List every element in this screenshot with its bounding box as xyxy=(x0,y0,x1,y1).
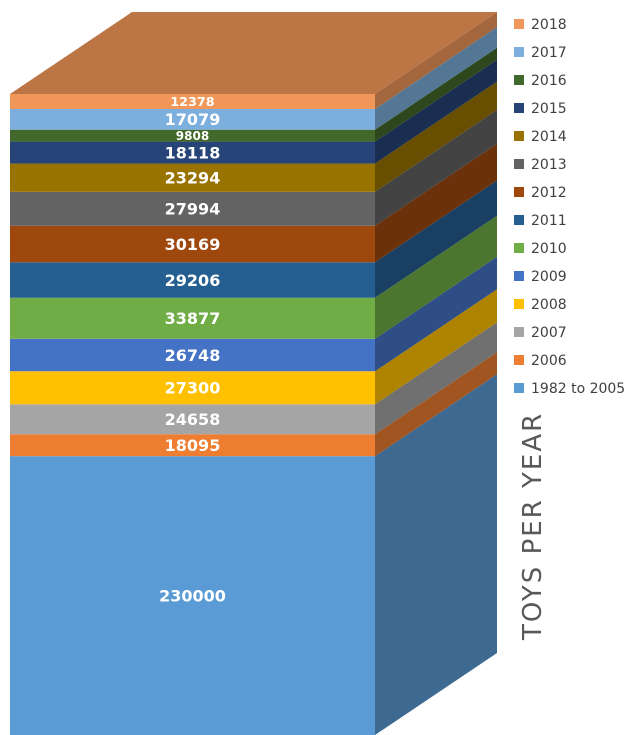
legend-label-2012: 2012 xyxy=(531,185,567,201)
bar-side-2011 xyxy=(375,180,497,298)
bar-segment-2017 xyxy=(10,109,375,130)
legend-swatch-2015 xyxy=(514,103,524,113)
legend-label-2006: 2006 xyxy=(531,353,567,369)
bar-segment-1982-to-2005 xyxy=(10,456,375,735)
data-label-2017: 17079 xyxy=(165,110,221,129)
legend-swatch-2007 xyxy=(514,327,524,337)
bar-top-face xyxy=(10,12,497,94)
data-label-2006: 18095 xyxy=(165,436,221,455)
bar-side-2012 xyxy=(375,143,497,263)
axis-title: TOYS PER YEAR xyxy=(518,412,548,641)
bar-segment-2008 xyxy=(10,371,375,405)
legend-swatch-2018 xyxy=(514,19,524,29)
bar-side-2010 xyxy=(375,215,497,339)
stacked-bar xyxy=(10,12,497,735)
bar-segment-2014 xyxy=(10,163,375,192)
bar-side-2016 xyxy=(375,47,497,142)
data-label-1982-to-2005: 230000 xyxy=(159,586,226,605)
bar-segment-2007 xyxy=(10,404,375,435)
legend-swatch-2017 xyxy=(514,47,524,57)
bar-segment-2011 xyxy=(10,262,375,298)
bar-segment-2006 xyxy=(10,434,375,457)
bar-side-2009 xyxy=(375,256,497,372)
data-label-2010: 33877 xyxy=(165,309,221,328)
data-label-2015: 18118 xyxy=(165,143,221,162)
bar-segment-2013 xyxy=(10,191,375,226)
bar-side-1982-to-2005 xyxy=(375,374,497,735)
legend-swatch-2008 xyxy=(514,299,524,309)
bar-side-2008 xyxy=(375,289,497,405)
legend-swatch-1982-to-2005 xyxy=(514,383,524,393)
bar-side-2014 xyxy=(375,81,497,192)
legend-label-2013: 2013 xyxy=(531,157,567,173)
legend-label-2018: 2018 xyxy=(531,17,567,33)
data-label-2009: 26748 xyxy=(165,346,221,365)
legend-swatch-2013 xyxy=(514,159,524,169)
legend: 1982 to 2005 2006 2007 2008 2009 2010 2011 2012… xyxy=(514,17,625,397)
legend-label-2011: 2011 xyxy=(531,213,567,229)
data-label-2011: 29206 xyxy=(165,271,221,290)
legend-swatch-2009 xyxy=(514,271,524,281)
data-label-2007: 24658 xyxy=(165,410,221,429)
legend-label-2010: 2010 xyxy=(531,241,567,257)
legend-label-2009: 2009 xyxy=(531,269,567,285)
legend-label-2015: 2015 xyxy=(531,101,567,117)
legend-label-2016: 2016 xyxy=(531,73,567,89)
data-labels: 230000 18095 24658 27300 26748 33877 29206 3016… xyxy=(159,95,226,605)
legend-label-1982-to-2005: 1982 to 2005 xyxy=(531,381,625,397)
bar-side-2006 xyxy=(375,352,497,457)
data-label-2012: 30169 xyxy=(165,235,221,254)
legend-label-2008: 2008 xyxy=(531,297,567,313)
bar-side-2013 xyxy=(375,109,497,226)
data-label-2014: 23294 xyxy=(165,168,221,187)
legend-swatch-2012 xyxy=(514,187,524,197)
legend-swatch-2016 xyxy=(514,75,524,85)
data-label-2008: 27300 xyxy=(165,379,221,398)
bar-side-2018 xyxy=(375,12,497,110)
bar-side-2007 xyxy=(375,322,497,435)
data-label-2016: 9808 xyxy=(176,129,209,143)
bar-segment-2015 xyxy=(10,141,375,164)
bar-segment-2012 xyxy=(10,225,375,263)
data-label-2013: 27994 xyxy=(165,200,221,219)
legend-label-2007: 2007 xyxy=(531,325,567,341)
legend-swatch-2011 xyxy=(514,215,524,225)
legend-label-2014: 2014 xyxy=(531,129,567,145)
bar-segment-2010 xyxy=(10,297,375,339)
legend-swatch-2006 xyxy=(514,355,524,365)
legend-swatch-2010 xyxy=(514,243,524,253)
legend-swatch-2014 xyxy=(514,131,524,141)
data-label-2018: 12378 xyxy=(170,95,214,110)
bar-segment-2009 xyxy=(10,338,375,372)
bar-side-2017 xyxy=(375,27,497,130)
legend-label-2017: 2017 xyxy=(531,45,567,61)
bar-segment-2016 xyxy=(10,129,375,142)
bar-side-2015 xyxy=(375,59,497,164)
bar-segment-2018 xyxy=(10,94,375,110)
